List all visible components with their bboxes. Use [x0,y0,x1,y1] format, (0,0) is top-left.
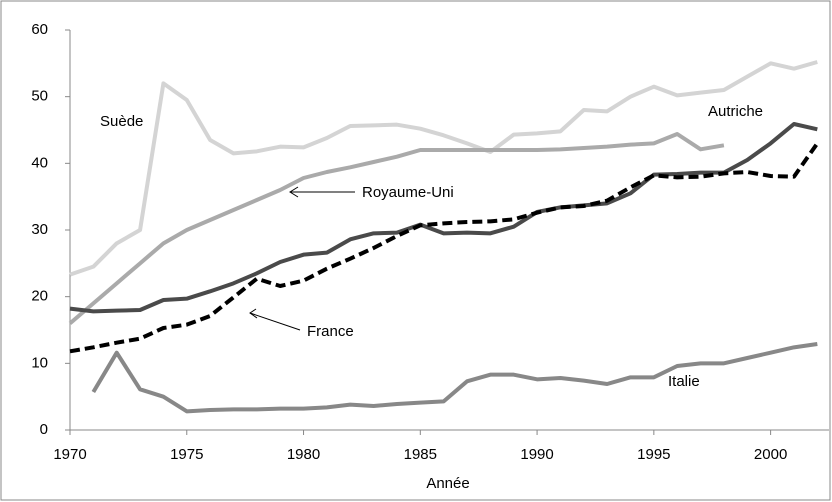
y-tick-label: 10 [31,354,48,371]
y-tick-label: 60 [31,21,48,38]
y-tick-label: 0 [40,421,48,438]
x-tick-label: 1990 [520,446,553,463]
series-line [69,142,819,354]
arrow-head [249,308,258,319]
series-label: France [307,323,354,340]
arrow [249,312,301,331]
arrows [249,186,355,331]
y-tick-label: 50 [31,88,48,105]
x-tick-label: 1975 [170,446,203,463]
y-tick-label: 40 [31,154,48,171]
x-tick-label: 2000 [754,446,787,463]
x-tick-label: 1980 [287,446,320,463]
series-line [69,60,818,277]
x-tick-label: 1970 [53,446,86,463]
x-tick-label: 1995 [637,446,670,463]
series-label: Suède [100,113,143,130]
y-tick-label: 20 [31,288,48,305]
series-line [69,122,818,314]
y-tick-label: 30 [31,221,48,238]
x-tick-label: 1985 [404,446,437,463]
series-line [68,132,725,325]
series-label: Autriche [708,103,763,120]
x-axis-label: Année [426,475,469,492]
series-label: Italie [668,373,700,390]
series-line [91,342,818,414]
series-label: Royaume-Uni [362,184,454,201]
arrow-head [289,186,299,198]
